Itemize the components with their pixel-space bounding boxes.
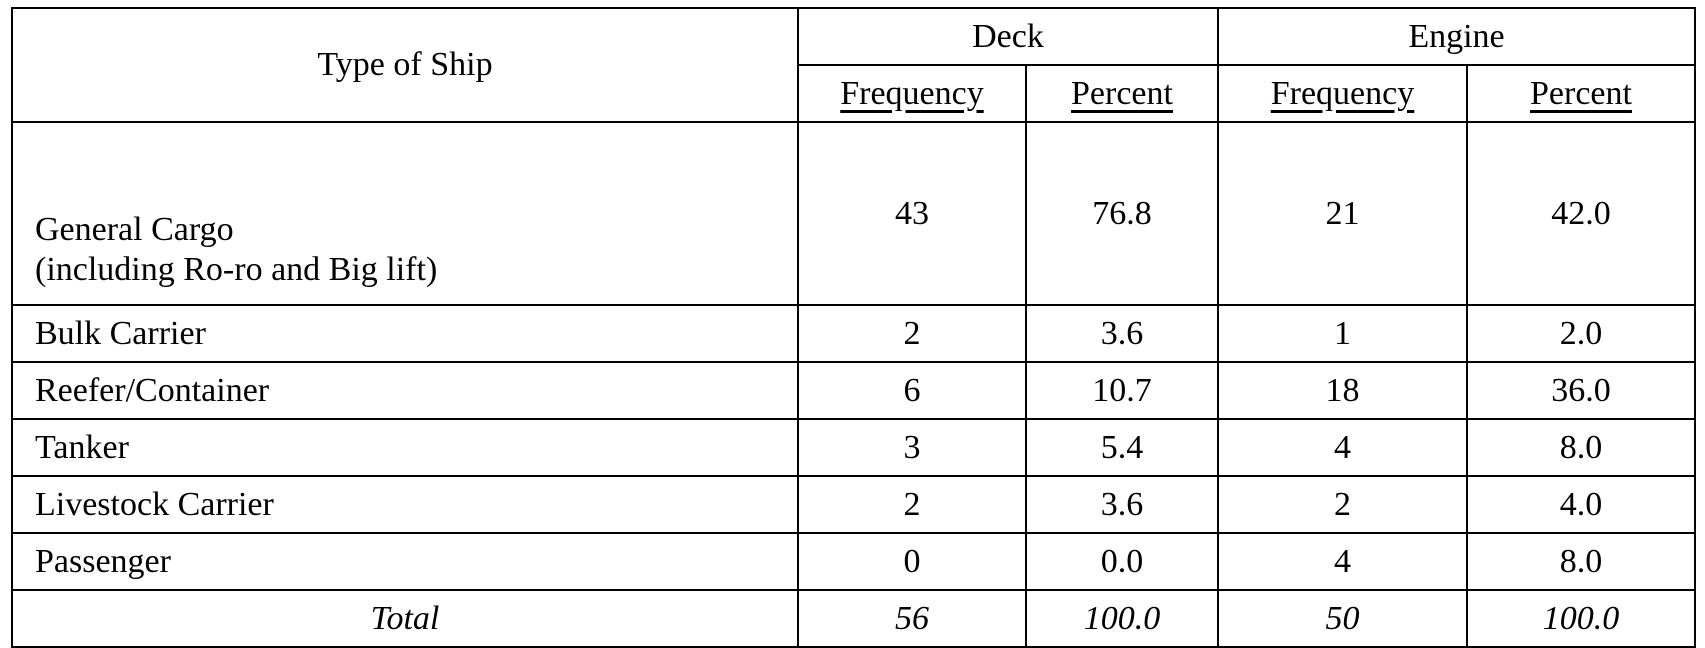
row-label-line2: (including Ro-ro and Big lift) xyxy=(35,251,438,288)
total-row: Total 56 100.0 50 100.0 xyxy=(11,589,1696,648)
cell-engine-frequency: 4 xyxy=(1217,418,1468,477)
table-row: General Cargo (including Ro-ro and Big li… xyxy=(11,121,1696,306)
row-label: General Cargo (including Ro-ro and Big li… xyxy=(11,121,799,306)
cell-deck-percent: 5.4 xyxy=(1025,418,1219,477)
cell-engine-frequency: 4 xyxy=(1217,532,1468,591)
total-engine-frequency: 50 xyxy=(1217,589,1468,648)
header-type-of-ship: Type of Ship xyxy=(11,7,799,123)
row-label: Reefer/Container xyxy=(11,361,799,420)
total-engine-percent: 100.0 xyxy=(1466,589,1696,648)
cell-engine-frequency: 21 xyxy=(1217,121,1468,306)
cell-deck-percent: 3.6 xyxy=(1025,304,1219,363)
header-label: Percent xyxy=(1071,74,1173,112)
row-label: Tanker xyxy=(11,418,799,477)
cell-deck-percent: 76.8 xyxy=(1025,121,1219,306)
table-row: Reefer/Container 6 10.7 18 36.0 xyxy=(11,361,1696,420)
cell-engine-frequency: 1 xyxy=(1217,304,1468,363)
total-deck-frequency: 56 xyxy=(797,589,1027,648)
header-row-groups: Type of Ship Deck Engine xyxy=(11,7,1696,123)
cell-engine-percent: 36.0 xyxy=(1466,361,1696,420)
cell-engine-frequency: 18 xyxy=(1217,361,1468,420)
header-deck: Deck xyxy=(797,7,1219,66)
cell-engine-percent: 8.0 xyxy=(1466,418,1696,477)
header-label: Percent xyxy=(1530,74,1632,112)
cell-deck-frequency: 2 xyxy=(797,475,1027,534)
cell-engine-frequency: 2 xyxy=(1217,475,1468,534)
table-row: Bulk Carrier 2 3.6 1 2.0 xyxy=(11,304,1696,363)
cell-engine-percent: 4.0 xyxy=(1466,475,1696,534)
total-label: Total xyxy=(11,589,799,648)
table-row: Tanker 3 5.4 4 8.0 xyxy=(11,418,1696,477)
row-label: Passenger xyxy=(11,532,799,591)
table-row: Passenger 0 0.0 4 8.0 xyxy=(11,532,1696,591)
header-label: Frequency xyxy=(840,74,984,112)
row-label: Bulk Carrier xyxy=(11,304,799,363)
ship-type-table: Type of Ship Deck Engine Frequency Perce… xyxy=(11,7,1696,648)
cell-deck-frequency: 43 xyxy=(797,121,1027,306)
header-deck-percent: Percent xyxy=(1025,64,1219,123)
table-row: Livestock Carrier 2 3.6 2 4.0 xyxy=(11,475,1696,534)
cell-engine-percent: 8.0 xyxy=(1466,532,1696,591)
header-deck-frequency: Frequency xyxy=(797,64,1027,123)
row-label: Livestock Carrier xyxy=(11,475,799,534)
cell-deck-frequency: 6 xyxy=(797,361,1027,420)
header-engine-frequency: Frequency xyxy=(1217,64,1468,123)
header-row-subcolumns: Frequency Percent Frequency Percent xyxy=(12,64,1696,123)
header-engine-percent: Percent xyxy=(1466,64,1696,123)
total-deck-percent: 100.0 xyxy=(1025,589,1219,648)
cell-deck-percent: 10.7 xyxy=(1025,361,1219,420)
cell-engine-percent: 42.0 xyxy=(1466,121,1696,306)
row-label-line1: General Cargo xyxy=(35,211,234,248)
cell-deck-frequency: 0 xyxy=(797,532,1027,591)
cell-engine-percent: 2.0 xyxy=(1466,304,1696,363)
header-label: Frequency xyxy=(1270,74,1415,112)
cell-deck-percent: 0.0 xyxy=(1025,532,1219,591)
cell-deck-frequency: 2 xyxy=(797,304,1027,363)
cell-deck-percent: 3.6 xyxy=(1025,475,1219,534)
cell-deck-frequency: 3 xyxy=(797,418,1027,477)
header-engine: Engine xyxy=(1217,7,1696,66)
